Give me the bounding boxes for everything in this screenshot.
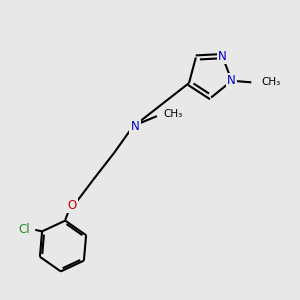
Text: N: N <box>227 74 236 87</box>
Text: Cl: Cl <box>19 224 30 236</box>
Text: N: N <box>218 50 226 63</box>
Text: CH₃: CH₃ <box>163 109 182 119</box>
Text: N: N <box>130 119 140 133</box>
Text: O: O <box>68 199 76 212</box>
Text: CH₃: CH₃ <box>262 77 281 87</box>
